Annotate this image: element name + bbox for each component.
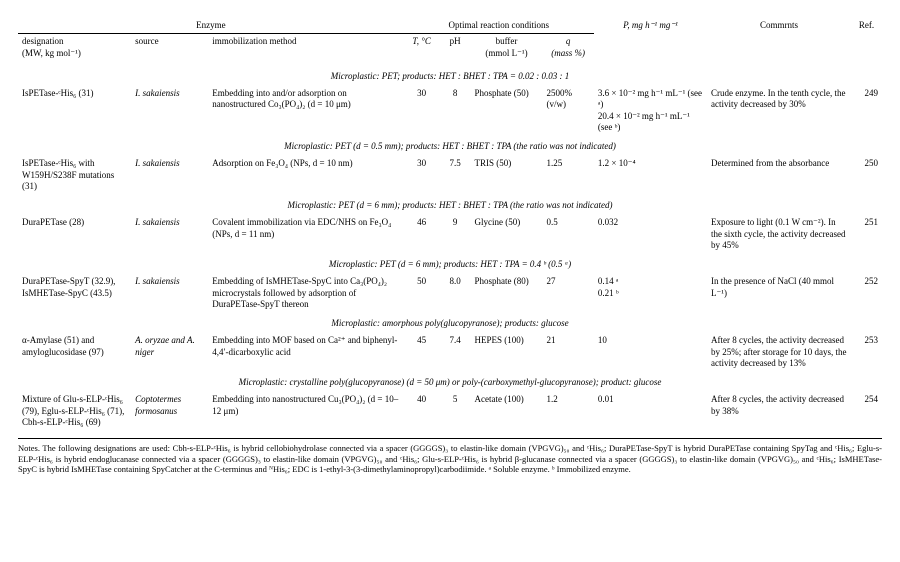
cell-ref: 252 — [851, 274, 882, 312]
cell-method: Embedding into MOF based on Ca²⁺ and bip… — [208, 333, 403, 371]
cell-source: A. oryzae and A. niger — [131, 333, 208, 371]
cell-t: 30 — [404, 156, 440, 194]
cell-source: I. sakaiensis — [131, 274, 208, 312]
cell-p: 1.2 × 10⁻⁴ — [594, 156, 707, 194]
cell-method: Adsorption on Fe₃O₄ (NPs, d = 10 nm) — [208, 156, 403, 194]
cell-ref: 254 — [851, 392, 882, 430]
cell-buffer: Phosphate (80) — [470, 274, 542, 312]
hdr-method: immobilization method — [208, 34, 403, 61]
cell-buffer: Acetate (100) — [470, 392, 542, 430]
cell-q: 2500% (v/w) — [542, 86, 593, 135]
cell-designation: IsPETase-ᶜHis₆ (31) — [18, 86, 131, 135]
cell-p: 10 — [594, 333, 707, 371]
cell-designation: Mixture of Glu-s-ELP-ᶜHis₆ (79), Eglu-s-… — [18, 392, 131, 430]
cell-ph: 8.0 — [440, 274, 471, 312]
hdr-ref: Ref. — [851, 18, 882, 34]
cell-designation: α-Amylase (51) and amyloglucosidase (97) — [18, 333, 131, 371]
cell-designation: DuraPETase-SpyT (32.9), IsMHETase-SpyC (… — [18, 274, 131, 312]
cell-comments: Crude enzyme. In the tenth cycle, the ac… — [707, 86, 851, 135]
table-row: Mixture of Glu-s-ELP-ᶜHis₆ (79), Eglu-s-… — [18, 392, 882, 430]
hdr-p: P, mg h⁻¹ mg⁻¹ — [594, 18, 707, 34]
cell-method: Embedding into nanostructured Cu₃(PO₄)₂ … — [208, 392, 403, 430]
cell-ph: 7.5 — [440, 156, 471, 194]
cell-p: 0.032 — [594, 215, 707, 253]
cell-t: 30 — [404, 86, 440, 135]
cell-t: 46 — [404, 215, 440, 253]
hdr-ph: pH — [440, 34, 471, 61]
table-row: IsPETase-ᶜHis₆ (31)I. sakaiensisEmbeddin… — [18, 86, 882, 135]
cell-q: 21 — [542, 333, 593, 371]
cell-ph: 7.4 — [440, 333, 471, 371]
hdr-q: q (mass %) — [542, 34, 593, 61]
cell-ph: 8 — [440, 86, 471, 135]
cell-buffer: Glycine (50) — [470, 215, 542, 253]
section-title: Microplastic: amorphous poly(glucopyrano… — [18, 312, 882, 333]
cell-ref: 249 — [851, 86, 882, 135]
cell-q: 27 — [542, 274, 593, 312]
cell-ph: 5 — [440, 392, 471, 430]
cell-source: I. sakaiensis — [131, 86, 208, 135]
cell-q: 0.5 — [542, 215, 593, 253]
table-row: IsPETase-ᶜHis₆ with W159H/S238F mutation… — [18, 156, 882, 194]
cell-comments: Determined from the absorbance — [707, 156, 851, 194]
cell-designation: IsPETase-ᶜHis₆ with W159H/S238F mutation… — [18, 156, 131, 194]
cell-ref: 250 — [851, 156, 882, 194]
enzyme-table: Enzyme Optimal reaction conditions P, mg… — [18, 14, 882, 430]
hdr-enzyme-group: Enzyme — [18, 18, 404, 34]
hdr-p-text: P, mg h⁻¹ mg⁻¹ — [623, 20, 678, 30]
cell-comments: Exposure to light (0.1 W cm⁻²). In the s… — [707, 215, 851, 253]
cell-ref: 253 — [851, 333, 882, 371]
cell-method: Embedding of IsMHETase-SpyC into Ca₃(PO₄… — [208, 274, 403, 312]
cell-q: 1.2 — [542, 392, 593, 430]
cell-ref: 251 — [851, 215, 882, 253]
hdr-comments: Commrnts — [707, 18, 851, 34]
cell-source: I. sakaiensis — [131, 156, 208, 194]
table-row: DuraPETase-SpyT (32.9), IsMHETase-SpyC (… — [18, 274, 882, 312]
cell-buffer: HEPES (100) — [470, 333, 542, 371]
table-row: DuraPETase (28)I. sakaiensisCovalent imm… — [18, 215, 882, 253]
cell-source: I. sakaiensis — [131, 215, 208, 253]
cell-t: 40 — [404, 392, 440, 430]
cell-p: 3.6 × 10⁻² mg h⁻¹ mL⁻¹ (see ᵃ) 20.4 × 10… — [594, 86, 707, 135]
cell-t: 45 — [404, 333, 440, 371]
cell-p: 0.01 — [594, 392, 707, 430]
cell-buffer: TRIS (50) — [470, 156, 542, 194]
hdr-t-text: T, °C — [412, 36, 430, 46]
cell-designation: DuraPETase (28) — [18, 215, 131, 253]
section-title: Microplastic: PET (d = 0.5 mm); products… — [18, 135, 882, 156]
cell-p: 0.14 ᵃ 0.21 ᵇ — [594, 274, 707, 312]
section-title: Microplastic: PET; products: HET : BHET … — [18, 65, 882, 86]
table-body: Microplastic: PET; products: HET : BHET … — [18, 65, 882, 430]
cell-ph: 9 — [440, 215, 471, 253]
section-title: Microplastic: PET (d = 6 mm); products: … — [18, 253, 882, 274]
cell-comments: After 8 cycles, the activity decreased b… — [707, 333, 851, 371]
cell-q: 1.25 — [542, 156, 593, 194]
hdr-source: source — [131, 34, 208, 61]
cell-comments: In the presence of NaCl (40 mmol L⁻¹) — [707, 274, 851, 312]
hdr-t: T, °C — [404, 34, 440, 61]
cell-method: Embedding into and/or adsorption on nano… — [208, 86, 403, 135]
section-title: Microplastic: crystalline poly(glucopyra… — [18, 371, 882, 392]
cell-comments: After 8 cycles, the activity decreased b… — [707, 392, 851, 430]
table-header: Enzyme Optimal reaction conditions P, mg… — [18, 14, 882, 65]
cell-method: Covalent immobilization via EDC/NHS on F… — [208, 215, 403, 253]
section-title: Microplastic: PET (d = 6 mm); products: … — [18, 194, 882, 215]
hdr-cond-group: Optimal reaction conditions — [404, 18, 594, 34]
table-row: α-Amylase (51) and amyloglucosidase (97)… — [18, 333, 882, 371]
hdr-buffer: buffer (mmol L⁻¹) — [470, 34, 542, 61]
hdr-q-text: q (mass %) — [551, 36, 585, 57]
cell-t: 50 — [404, 274, 440, 312]
cell-buffer: Phosphate (50) — [470, 86, 542, 135]
table-notes: Notes. The following designations are us… — [18, 438, 882, 475]
hdr-designation: designation (MW, kg mol⁻¹) — [18, 34, 131, 61]
cell-source: Coptotermes formosanus — [131, 392, 208, 430]
